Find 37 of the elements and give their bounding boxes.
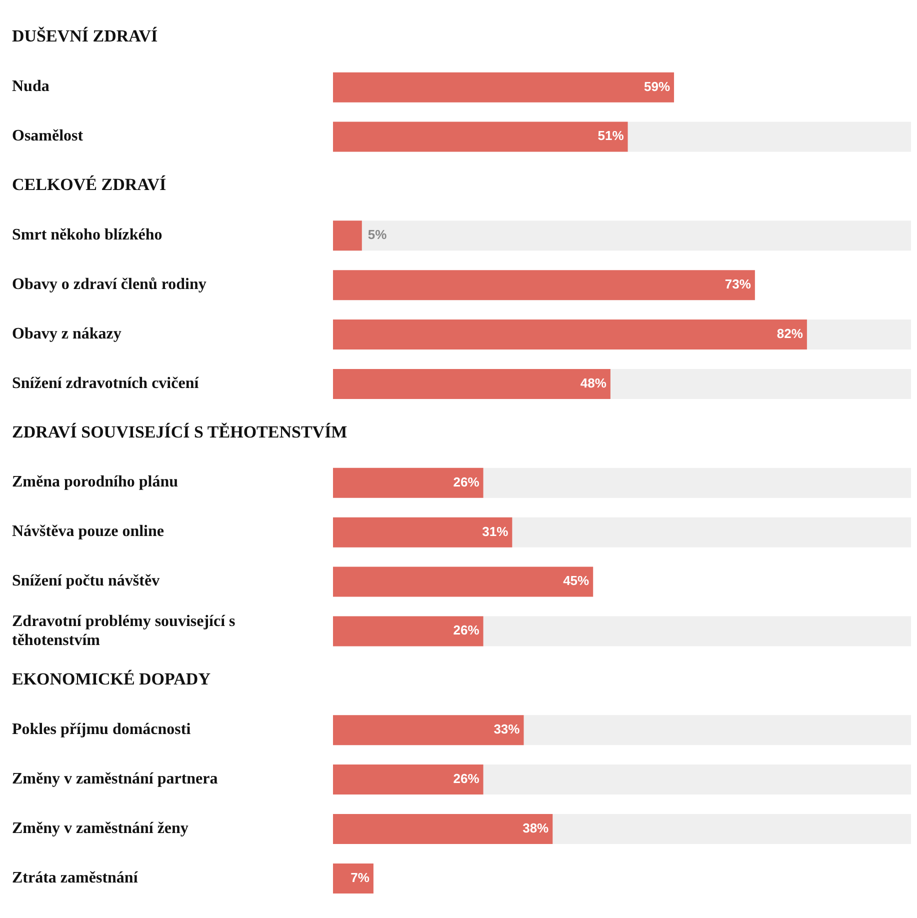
y-tick-label: Zdravotní problémy související s těhotenstvím bbox=[12, 612, 236, 649]
y-tick-label: Osamělost bbox=[12, 127, 84, 144]
y-tick-label: Změna porodního plánu bbox=[12, 473, 178, 490]
y-tick-label: Změny v zaměstnání partnera bbox=[12, 770, 218, 788]
bar bbox=[333, 270, 755, 300]
y-tick-label: Snížení zdravotních cvičení bbox=[12, 374, 200, 392]
y-tick-label: CELKOVÉ ZDRAVÍ bbox=[12, 174, 167, 194]
y-tick-label: ZDRAVÍ SOUVISEJÍCÍ S TĚHOTENSTVÍM bbox=[12, 422, 348, 442]
y-tick-label: Ztráta zaměstnání bbox=[12, 868, 138, 886]
data-label: 5% bbox=[368, 227, 388, 242]
data-label: 48% bbox=[580, 375, 607, 390]
data-label: 59% bbox=[644, 78, 670, 94]
data-label: 51% bbox=[598, 128, 624, 144]
y-tick-label: Smrt někoho blízkého bbox=[12, 226, 162, 244]
data-label: 82% bbox=[776, 326, 804, 341]
data-label: 26% bbox=[453, 770, 480, 786]
bar bbox=[333, 220, 362, 251]
y-tick-label: EKONOMICKÉ DOPADY bbox=[12, 669, 210, 688]
data-label: 26% bbox=[453, 474, 480, 490]
y-tick-label: Pokles příjmu domácnosti bbox=[12, 720, 192, 738]
y-tick-label: Obavy z nákazy bbox=[12, 325, 122, 342]
data-label: 73% bbox=[724, 276, 752, 292]
data-label: 31% bbox=[482, 524, 509, 539]
y-tick-label: DUŠEVNÍ ZDRAVÍ bbox=[12, 26, 158, 46]
bar bbox=[333, 863, 374, 894]
data-label: 26% bbox=[453, 622, 480, 638]
y-tick-label: Změny v zaměstnání ženy bbox=[12, 820, 188, 837]
data-label: 33% bbox=[494, 722, 520, 737]
y-tick-label: Snížení počtu návštěv bbox=[12, 572, 160, 590]
data-label: 7% bbox=[350, 870, 370, 885]
bar bbox=[333, 566, 594, 597]
y-tick-label: Obavy o zdraví členů rodiny bbox=[12, 276, 206, 293]
data-label: 45% bbox=[563, 573, 590, 588]
y-tick-label: Návštěva pouze online bbox=[12, 522, 164, 540]
bar bbox=[333, 72, 674, 102]
data-label: 38% bbox=[522, 820, 550, 836]
y-tick-label: Nuda bbox=[12, 78, 50, 95]
